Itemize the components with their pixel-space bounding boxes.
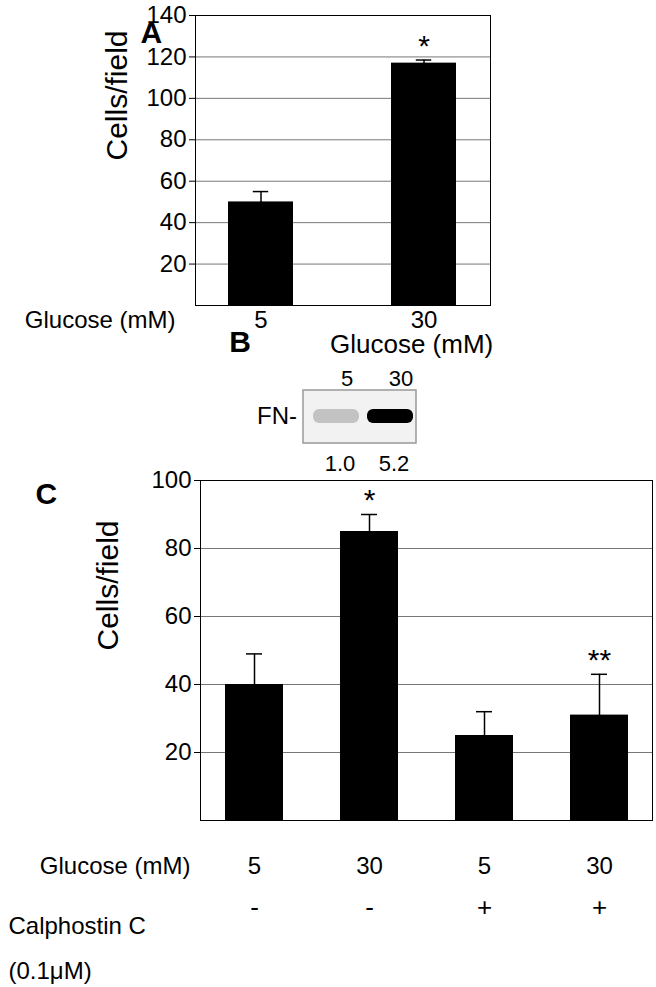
svg-text:*: * [364,483,376,516]
svg-text:5: 5 [478,852,491,879]
svg-text:*: * [418,29,430,62]
svg-text:30: 30 [389,366,413,391]
svg-text:-: - [250,892,259,922]
svg-text:Cells/field: Cells/field [91,520,124,650]
svg-text:Calphostin C(0.1μM): Calphostin C(0.1μM) [9,912,146,984]
svg-text:-: - [365,892,374,922]
svg-text:**: ** [588,643,612,676]
svg-text:5: 5 [341,366,353,391]
svg-text:40: 40 [160,208,187,235]
svg-text:FN-: FN- [257,402,297,429]
svg-text:+: + [477,892,492,922]
svg-text:20: 20 [160,250,187,277]
svg-text:Glucose (mM): Glucose (mM) [40,852,191,879]
svg-text:140: 140 [146,1,187,29]
svg-text:80: 80 [165,534,192,561]
svg-text:+: + [592,892,607,922]
svg-text:C: C [36,477,58,510]
svg-text:30: 30 [356,852,383,879]
svg-text:120: 120 [146,42,187,70]
svg-text:A: A [141,16,163,49]
svg-text:B: B [229,325,251,358]
svg-text:5: 5 [248,852,261,879]
svg-text:20: 20 [165,738,192,765]
svg-text:80: 80 [160,125,187,152]
svg-text:60: 60 [160,167,187,194]
svg-text:Cells/field: Cells/field [100,30,133,160]
svg-text:100: 100 [151,466,191,493]
svg-text:Glucose (mM): Glucose (mM) [25,306,176,333]
svg-text:1.0: 1.0 [325,451,356,476]
svg-text:100: 100 [146,84,186,111]
svg-text:30: 30 [586,852,613,879]
svg-text:40: 40 [165,670,192,697]
svg-text:60: 60 [165,602,192,629]
svg-text:5.2: 5.2 [379,451,410,476]
svg-text:5: 5 [254,306,267,333]
svg-text:Glucose (mM): Glucose (mM) [330,329,493,359]
svg-text:30: 30 [410,305,438,333]
